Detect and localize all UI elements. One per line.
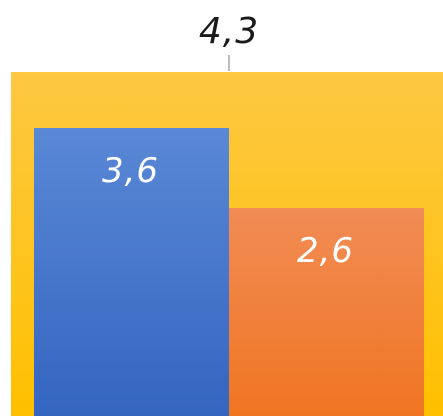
series-bars: [34, 128, 424, 416]
bar-2-value-label: 2,6: [297, 231, 354, 271]
bar-1-value-label: 3,6: [102, 151, 159, 191]
bar-1: [34, 128, 229, 416]
bar-2: [229, 208, 424, 416]
total-value-label: 4,3: [199, 11, 259, 52]
series-value-labels: 3,6 2,6: [102, 151, 354, 271]
